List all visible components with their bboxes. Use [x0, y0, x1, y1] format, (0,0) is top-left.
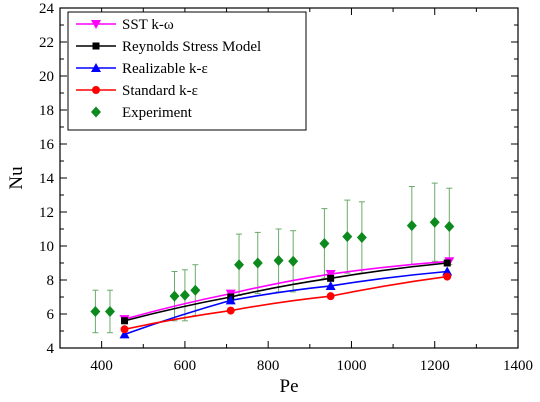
- sst-k-point: [325, 270, 336, 280]
- y-tick-label: 20: [39, 69, 54, 85]
- legend-marker-reynolds-stress-model: [92, 42, 100, 50]
- x-tick-label: 1400: [503, 358, 533, 374]
- y-axis-label: Nu: [6, 166, 27, 190]
- series-lines: [124, 260, 450, 336]
- experiment-point: [90, 305, 101, 317]
- legend-marker-sst-k: [91, 20, 101, 29]
- legend-label-experiment: Experiment: [122, 105, 193, 121]
- y-tick-label: 4: [47, 341, 55, 357]
- legend-label-reynolds-stress-model: Reynolds Stress Model: [122, 39, 261, 55]
- x-tick-label: 1200: [420, 358, 450, 374]
- y-axis: 4 6 8 10 12 14 16 18 20 22 24: [39, 1, 518, 357]
- experiment-point: [104, 305, 115, 317]
- experiment-point: [429, 216, 440, 228]
- experiment-point: [342, 231, 353, 243]
- experiment-point: [406, 220, 417, 232]
- standard-k-point: [120, 325, 129, 334]
- x-axis-label: Pe: [280, 376, 299, 397]
- x-tick-label: 600: [174, 358, 197, 374]
- series-markers: [90, 216, 455, 339]
- experiment-point: [169, 290, 180, 302]
- reynolds-stress-model-point: [121, 317, 129, 325]
- y-tick-label: 6: [47, 307, 55, 323]
- standard-k-line: [124, 275, 448, 331]
- reynolds-stress-model-point: [327, 274, 335, 282]
- realizable-k-point: [442, 266, 453, 276]
- experiment-point: [288, 255, 299, 267]
- x-tick-label: 800: [257, 358, 280, 374]
- realizable-k-line: [124, 270, 448, 336]
- experiment-point: [444, 220, 455, 232]
- legend-marker-standard-k: [92, 86, 100, 94]
- x-tick-label: 400: [90, 358, 113, 374]
- experiment-point: [179, 289, 190, 301]
- sst-k-line: [124, 260, 450, 320]
- y-tick-label: 16: [39, 137, 55, 153]
- legend-marker-experiment: [91, 106, 101, 118]
- legend-label-sst-k: SST k-ω: [122, 17, 174, 33]
- experiment-point: [273, 254, 284, 266]
- experiment-point: [190, 284, 201, 296]
- realizable-k-point: [119, 329, 130, 339]
- realizable-k-point: [225, 295, 236, 305]
- reynolds-stress-model-line: [124, 262, 448, 322]
- y-tick-label: 22: [39, 35, 54, 51]
- y-tick-label: 18: [39, 103, 54, 119]
- experiment-point: [234, 259, 245, 271]
- y-tick-label: 8: [47, 273, 55, 289]
- y-tick-label: 24: [39, 1, 55, 17]
- legend-box: [67, 11, 307, 131]
- x-axis: 400 600 800 1000 1200 1400: [59, 8, 533, 374]
- legend-marker-realizable-k: [91, 63, 101, 72]
- legend-label-standard-k: Standard k-ε: [122, 83, 198, 99]
- experiment-point: [356, 232, 367, 243]
- realizable-k-point: [325, 280, 336, 290]
- experiment-point: [252, 257, 263, 269]
- standard-k-point: [326, 292, 335, 301]
- y-tick-label: 10: [39, 239, 54, 255]
- y-tick-label: 12: [39, 205, 54, 221]
- experiment-point: [319, 237, 330, 249]
- legend: SST k-ω Reynolds Stress Model Realizable k…: [67, 11, 307, 131]
- standard-k-point: [226, 306, 235, 315]
- y-tick-label: 14: [39, 171, 55, 187]
- legend-label-realizable-k: Realizable k-ε: [122, 61, 208, 77]
- standard-k-point: [443, 272, 452, 281]
- reynolds-stress-model-point: [443, 259, 451, 267]
- x-tick-label: 1000: [336, 358, 366, 374]
